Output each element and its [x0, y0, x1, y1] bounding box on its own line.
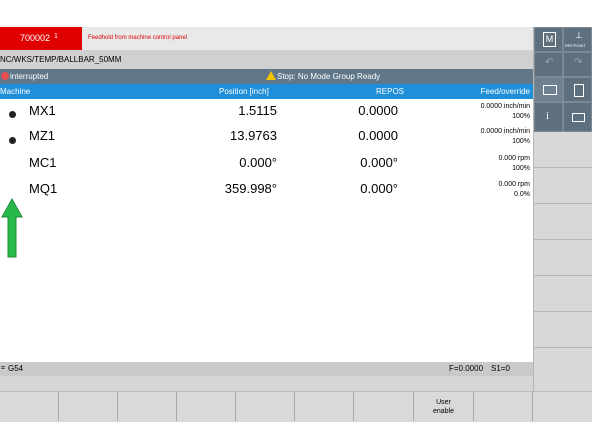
alarm-bar: [0, 27, 533, 50]
program-state: interrupted: [10, 72, 49, 81]
axis-name: MX1: [29, 103, 56, 118]
axis-repos: 0.000°: [360, 155, 398, 170]
alarm-message: Feedhold from machine control panel: [88, 35, 188, 41]
softkey-3[interactable]: [118, 392, 177, 421]
col-repos: REPOS: [376, 87, 405, 96]
spindle-value: S1=0: [491, 364, 510, 373]
alarm-number[interactable]: 700002 1: [0, 27, 82, 50]
status-bar: interrupted Stop: No Mode Group Ready: [0, 69, 533, 84]
undo-button[interactable]: ↶: [534, 52, 563, 77]
vertical-softkey-7[interactable]: [534, 348, 592, 384]
softkey-7[interactable]: [354, 392, 414, 421]
calculator-button[interactable]: [563, 77, 592, 102]
m-icon: M: [543, 32, 556, 47]
ref-point-icon: ⊥: [575, 30, 583, 40]
info-icon: i: [546, 110, 550, 122]
horizontal-softkey-bar: User enable: [0, 391, 592, 422]
arrow-up-icon: [1, 197, 23, 258]
col-machine: Machine: [0, 87, 31, 96]
user-enable-line2: enable: [432, 407, 455, 415]
ref-point-label: REF.POINT: [565, 43, 586, 48]
axis-override: 100%: [512, 165, 530, 172]
status-message: Stop: No Mode Group Ready: [277, 72, 381, 81]
camera-button[interactable]: [563, 102, 592, 132]
display-mode-button[interactable]: [534, 77, 563, 102]
frame-icon: ⌗: [1, 365, 5, 372]
user-enable-line1: User: [436, 398, 451, 406]
vertical-softkey-4[interactable]: [534, 240, 592, 276]
calculator-icon: [574, 84, 584, 97]
axis-position: 13.9763: [230, 128, 277, 143]
axis-row-mc1[interactable]: MC1 0.000° 0.000° 0.000 rpm 100%: [0, 154, 533, 179]
redo-icon: ↷: [574, 57, 583, 68]
axis-name: MC1: [29, 155, 57, 170]
camera-icon: [572, 113, 585, 122]
axis-feed: 0.000 rpm: [498, 155, 530, 162]
softkey-10[interactable]: [533, 392, 592, 421]
axis-feed: 0.0000 inch/min: [480, 103, 530, 110]
softkey-5[interactable]: [236, 392, 295, 421]
axis-status-icon: [9, 111, 16, 118]
axis-position: 1.5115: [238, 103, 277, 118]
vertical-softkey-5[interactable]: [534, 276, 592, 312]
axis-row-mq1[interactable]: MQ1 359.998° 0.000° 0.000 rpm 0.0%: [0, 180, 533, 205]
axis-repos: 0.0000: [358, 128, 398, 143]
alarm-count: 1: [54, 33, 58, 40]
axis-row-mx1[interactable]: MX1 1.5115 0.0000 0.0000 inch/min 100%: [0, 102, 533, 127]
col-feed: Feed/override: [480, 87, 530, 96]
axis-position: 0.000°: [239, 155, 277, 170]
vertical-softkey-panel: M ⊥ REF.POINT ↶ ↷ i: [533, 27, 592, 391]
alarm-number-text: 700002: [20, 33, 51, 43]
warning-icon: [266, 71, 276, 80]
axis-name: MZ1: [29, 128, 55, 143]
feed-value: F=0.0000: [449, 364, 484, 373]
axis-repos: 0.0000: [358, 103, 398, 118]
info-button[interactable]: i: [534, 102, 563, 132]
softkey-9[interactable]: [474, 392, 533, 421]
vertical-softkey-3[interactable]: [534, 204, 592, 240]
vertical-softkey-2[interactable]: [534, 168, 592, 204]
softkey-2[interactable]: [59, 392, 118, 421]
interrupted-icon: [1, 72, 9, 80]
program-path: NC/WKS/TEMP/BALLBAR_50MM: [0, 50, 533, 69]
axis-override: 100%: [512, 138, 530, 145]
axis-override: 0.0%: [514, 191, 530, 198]
softkey-6[interactable]: [295, 392, 354, 421]
vertical-softkey-1[interactable]: [534, 132, 592, 168]
work-offset-bar: ⌗ G54 F=0.0000 S1=0: [0, 362, 533, 376]
axis-repos: 0.000°: [360, 181, 398, 196]
work-offset: G54: [8, 364, 24, 373]
undo-icon: ↶: [545, 57, 554, 68]
axis-override: 100%: [512, 113, 530, 120]
softkey-4[interactable]: [177, 392, 236, 421]
axis-position: 359.998°: [224, 181, 277, 196]
axis-feed: 0.0000 inch/min: [480, 128, 530, 135]
axis-row-mz1[interactable]: MZ1 13.9763 0.0000 0.0000 inch/min 100%: [0, 127, 533, 152]
ref-point-button[interactable]: ⊥ REF.POINT: [563, 27, 592, 52]
axis-table-header: Machine Position [inch] REPOS Feed/overr…: [0, 84, 533, 99]
display-icon: [543, 85, 557, 95]
user-enable-softkey[interactable]: User enable: [414, 392, 474, 421]
vertical-softkey-6[interactable]: [534, 312, 592, 348]
col-position: Position [inch]: [219, 87, 269, 96]
softkey-1[interactable]: [0, 392, 59, 421]
machine-area-button[interactable]: M: [534, 27, 563, 52]
axis-name: MQ1: [29, 181, 58, 196]
message-line: [0, 376, 533, 391]
axis-status-icon: [9, 137, 16, 144]
redo-button[interactable]: ↷: [563, 52, 592, 77]
axis-feed: 0.000 rpm: [498, 181, 530, 188]
